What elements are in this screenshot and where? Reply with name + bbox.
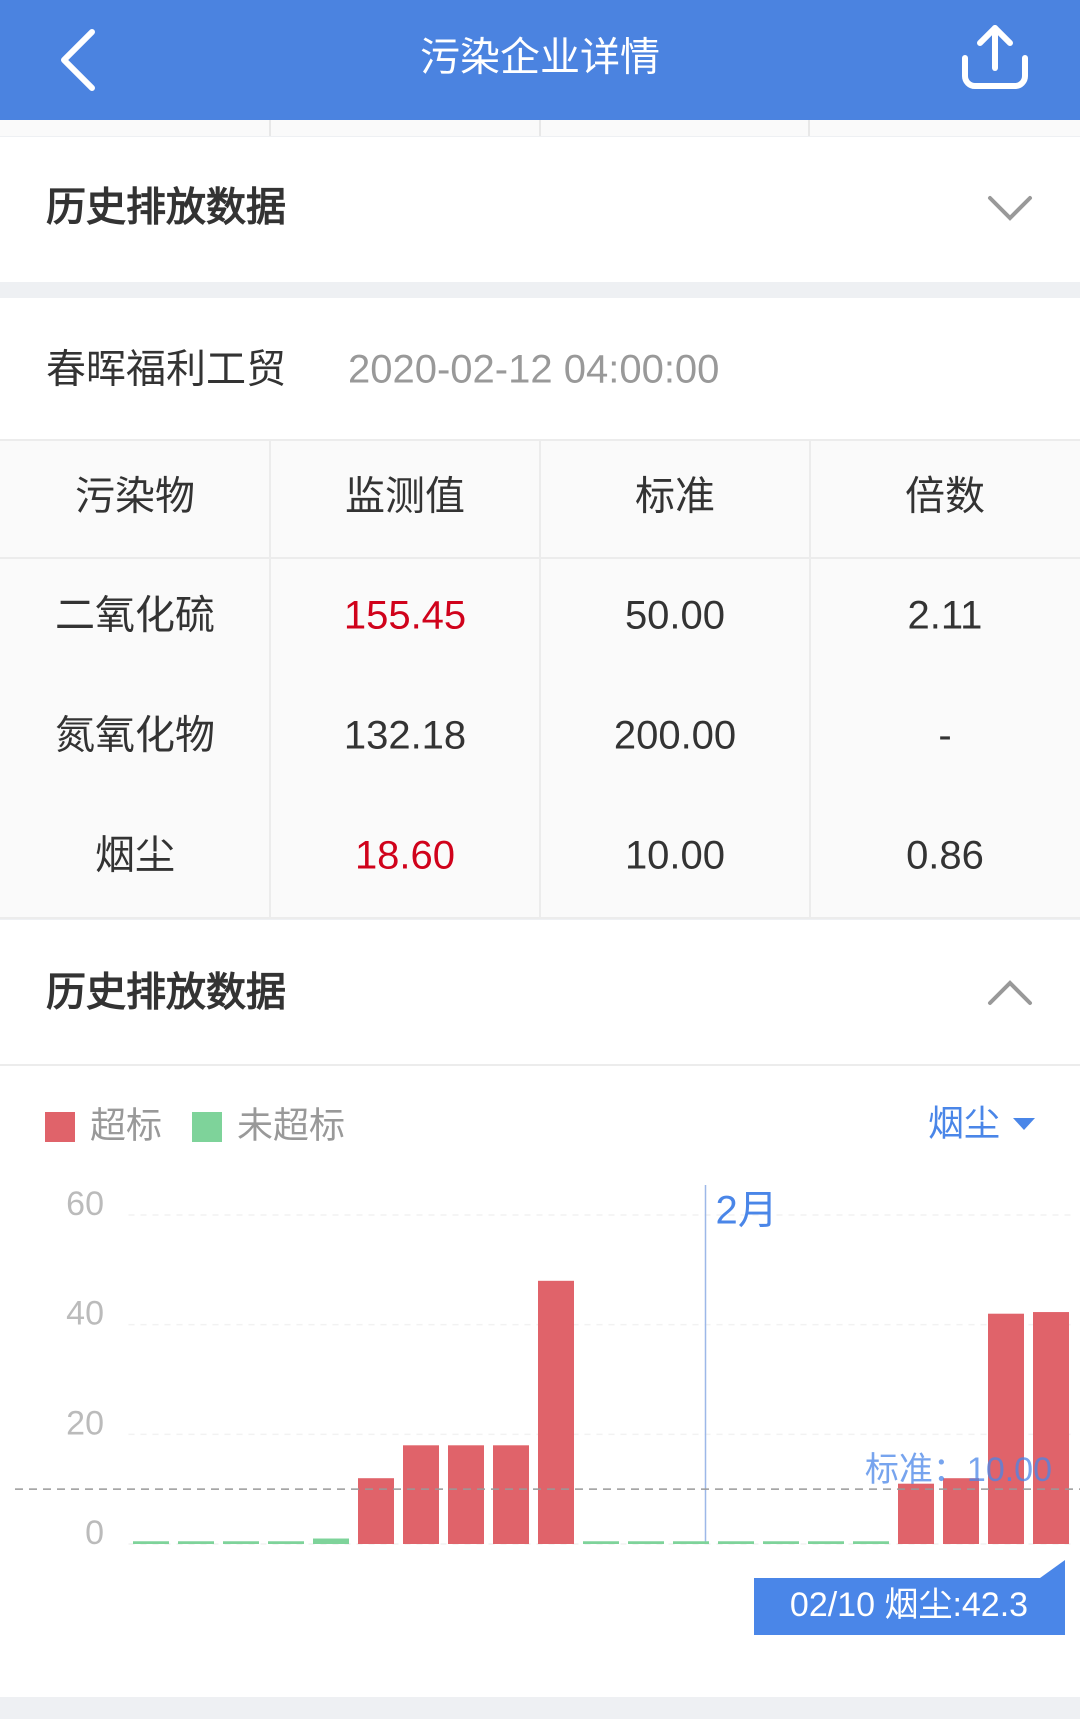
bar	[718, 1541, 754, 1544]
table-cell: -	[938, 714, 951, 758]
column-header: 污染物	[75, 475, 195, 519]
pollutant-selector[interactable]: 烟尘	[928, 1103, 1000, 1144]
share-button[interactable]	[962, 25, 1028, 89]
table-cell: 2.11	[908, 594, 983, 638]
bar	[673, 1541, 709, 1544]
legend-swatch	[45, 1112, 75, 1142]
collapse-icon	[988, 980, 1032, 1005]
bar	[1033, 1312, 1069, 1544]
bar	[133, 1541, 169, 1544]
table-cell: 0.86	[906, 834, 984, 878]
legend-swatch	[192, 1112, 222, 1142]
bar	[223, 1541, 259, 1544]
y-tick-label: 0	[85, 1514, 104, 1552]
bar	[493, 1445, 529, 1544]
table-cell: 50.00	[625, 594, 725, 638]
bar	[583, 1541, 619, 1544]
y-tick-label: 20	[66, 1404, 104, 1442]
y-tick-label: 60	[66, 1185, 104, 1223]
legend-label: 超标	[90, 1105, 162, 1146]
table-cell: 18.60	[355, 834, 455, 878]
table-cell: 氮氧化物	[55, 714, 215, 758]
column-header: 倍数	[905, 475, 985, 519]
table-cell: 155.45	[344, 594, 466, 638]
page-title: 污染企业详情	[420, 36, 660, 80]
table-cell: 200.00	[614, 714, 736, 758]
bar	[358, 1478, 394, 1544]
app-bar	[0, 0, 1080, 120]
bar	[988, 1313, 1024, 1544]
bar	[538, 1280, 574, 1544]
section-title: 历史排放数据	[46, 971, 286, 1015]
column-header: 标准	[635, 475, 715, 519]
legend-label: 未超标	[237, 1105, 345, 1146]
record-time: 2020-02-12 04:00:00	[348, 348, 719, 392]
tooltip-text: 02/10 烟尘:42.3	[790, 1586, 1028, 1624]
bar	[763, 1541, 799, 1544]
back-button[interactable]	[61, 29, 95, 91]
y-tick-label: 40	[66, 1295, 104, 1333]
table-cell: 二氧化硫	[55, 594, 215, 638]
table-cell: 10.00	[625, 834, 725, 878]
share-arrow-head	[977, 25, 1013, 46]
period-label: 2月	[716, 1189, 778, 1233]
table-cell: 烟尘	[95, 834, 175, 878]
record-row	[0, 298, 1080, 440]
bar	[808, 1541, 844, 1544]
tooltip: 02/10 烟尘:42.3	[754, 1560, 1065, 1635]
expand-icon	[988, 196, 1032, 221]
tooltip-box	[754, 1578, 1065, 1635]
bar	[853, 1541, 889, 1544]
standard-label: 标准：10.00	[865, 1451, 1052, 1489]
bar	[898, 1483, 934, 1544]
bar	[403, 1445, 439, 1544]
share-tray	[962, 55, 1028, 89]
section-title: 历史排放数据	[46, 186, 286, 230]
company-name: 春晖福利工贸	[46, 348, 286, 392]
section-header[interactable]	[0, 920, 1080, 1065]
tooltip-pointer	[1040, 1560, 1065, 1578]
column-header: 监测值	[345, 475, 465, 519]
table-cell: 132.18	[344, 714, 466, 758]
bar	[448, 1445, 484, 1544]
dropdown-arrow	[1013, 1118, 1035, 1130]
bar	[178, 1541, 214, 1544]
bar	[313, 1538, 349, 1544]
bar	[628, 1541, 664, 1544]
section-header[interactable]	[0, 137, 1080, 282]
bar	[268, 1541, 304, 1544]
remnant-dividers	[269, 120, 810, 136]
